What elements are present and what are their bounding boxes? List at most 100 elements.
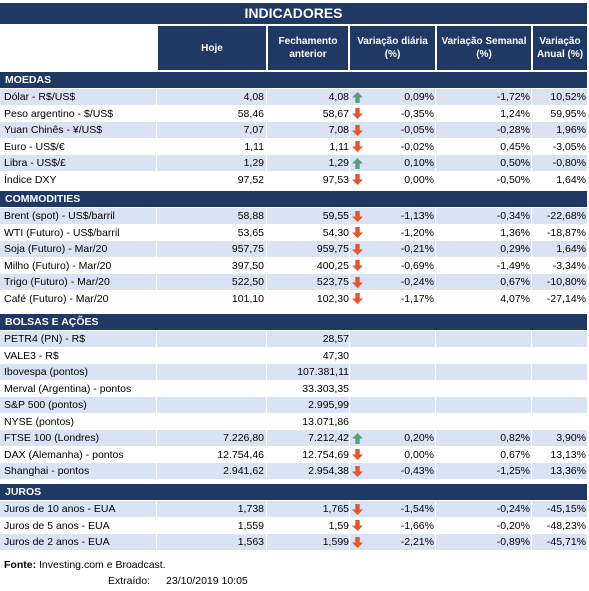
cell-name: Trigo (Futuro) - Mar/20 xyxy=(4,276,110,288)
cell-fech: 1,59 xyxy=(328,519,349,532)
column-divider xyxy=(156,257,157,274)
column-divider xyxy=(531,331,532,347)
cell-trend xyxy=(350,348,364,364)
column-divider xyxy=(349,138,350,155)
column-divider xyxy=(435,241,436,257)
column-divider xyxy=(349,105,350,122)
column-divider xyxy=(435,413,436,430)
column-divider xyxy=(349,446,350,463)
column-divider xyxy=(435,257,436,274)
table-row: Juros de 2 anos - EUA 1,563 1,599 -2,21% -0,… xyxy=(0,534,587,550)
cell-sem: -0,20% xyxy=(496,519,530,532)
cell-hoje: 7,07 xyxy=(243,124,264,136)
column-divider xyxy=(156,397,157,413)
arrow-down-icon xyxy=(351,293,363,305)
column-divider xyxy=(156,430,157,446)
column-divider xyxy=(435,364,436,380)
cell-hoje: 1,559 xyxy=(237,519,264,532)
cell-sem: -0,89% xyxy=(496,536,530,548)
cell-name: Café (Futuro) - Mar/20 xyxy=(4,292,109,305)
cell-hoje: 4,08 xyxy=(243,91,264,103)
cell-fech: 28,57 xyxy=(322,333,349,345)
header-variacao-anual: Variação Anual (%) xyxy=(533,26,587,70)
column-divider xyxy=(349,331,350,347)
cell-fech: 33.303,35 xyxy=(302,382,349,395)
cell-anu: -3,34% xyxy=(552,259,586,272)
cell-name: VALE3 - R$ xyxy=(4,349,59,362)
cell-hoje: 522,50 xyxy=(231,276,264,288)
arrow-up-icon xyxy=(351,432,363,444)
column-divider xyxy=(349,380,350,397)
cell-name: WTI (Futuro) - US$/barril xyxy=(4,226,120,239)
column-divider xyxy=(435,534,436,550)
column-divider xyxy=(156,122,157,138)
cell-hoje: 12.754,46 xyxy=(217,448,264,461)
cell-fech: 1,11 xyxy=(329,140,349,153)
cell-dia: -2,21% xyxy=(400,536,434,548)
cell-sem xyxy=(438,381,530,397)
column-divider xyxy=(531,171,532,188)
column-divider xyxy=(531,105,532,122)
cell-sem: -0,28% xyxy=(496,124,530,136)
cell-anu xyxy=(533,381,586,397)
header-hoje: Hoje xyxy=(158,26,266,70)
cell-sem xyxy=(438,331,530,347)
extraction-date: Extraído: 23/10/2019 10:05 xyxy=(108,575,248,587)
table-row: S&P 500 (pontos) 2.995,99 xyxy=(0,397,587,413)
cell-dia: 0,09% xyxy=(404,91,434,103)
column-divider xyxy=(156,501,157,517)
cell-trend xyxy=(350,414,364,430)
column-divider xyxy=(531,224,532,241)
cell-hoje: 1,738 xyxy=(237,503,264,515)
column-divider xyxy=(156,138,157,155)
column-divider xyxy=(266,138,267,155)
column-divider xyxy=(266,430,267,446)
cell-name: Shanghai - pontos xyxy=(4,465,90,477)
column-divider xyxy=(349,463,350,479)
arrow-down-icon xyxy=(351,141,363,153)
cell-fech: 97,53 xyxy=(322,173,349,186)
cell-trend xyxy=(350,534,364,550)
column-divider xyxy=(349,208,350,224)
cell-anu: 1,64% xyxy=(556,243,586,255)
cell-fech: 1,29 xyxy=(328,157,349,169)
cell-fech: 12.754,69 xyxy=(302,448,349,461)
arrow-down-icon xyxy=(351,174,363,186)
column-divider xyxy=(266,534,267,550)
column-divider xyxy=(349,122,350,138)
cell-sem: -0,50% xyxy=(496,173,530,186)
cell-sem: -1,72% xyxy=(496,91,530,103)
cell-fech: 102,30 xyxy=(316,292,349,305)
cell-sem: -1,25% xyxy=(496,465,530,477)
cell-name: Índice DXY xyxy=(4,173,57,186)
section-bolsas: BOLSAS E AÇÕES xyxy=(0,314,587,330)
arrow-down-icon xyxy=(351,260,363,272)
cell-sem: 1,36% xyxy=(500,226,530,239)
table-row: Ibovespa (pontos) 107.381,11 xyxy=(0,364,587,380)
cell-fech: 47,30 xyxy=(322,349,349,362)
column-divider xyxy=(156,89,157,105)
cell-dia xyxy=(366,397,434,413)
column-divider xyxy=(435,380,436,397)
column-divider xyxy=(156,347,157,364)
table-row: WTI (Futuro) - US$/barril 53,65 54,30 -1,20… xyxy=(0,224,587,241)
column-divider xyxy=(349,257,350,274)
table-row: Brent (spot) - US$/barril 58,88 59,55 -1,13… xyxy=(0,208,587,224)
cell-dia: -1,17% xyxy=(400,292,434,305)
cell-sem: -0,34% xyxy=(496,210,530,222)
arrow-down-icon xyxy=(351,465,363,477)
column-divider xyxy=(349,413,350,430)
column-divider xyxy=(435,224,436,241)
arrow-down-icon xyxy=(351,536,363,548)
cell-hoje: 2.941,62 xyxy=(223,465,264,477)
column-divider xyxy=(266,155,267,171)
cell-anu: 1,64% xyxy=(556,173,586,186)
column-divider xyxy=(435,138,436,155)
column-divider xyxy=(531,155,532,171)
column-divider xyxy=(266,380,267,397)
cell-name: S&P 500 (pontos) xyxy=(4,399,87,411)
column-divider xyxy=(531,534,532,550)
column-divider xyxy=(435,89,436,105)
cell-fech: 4,08 xyxy=(328,91,349,103)
